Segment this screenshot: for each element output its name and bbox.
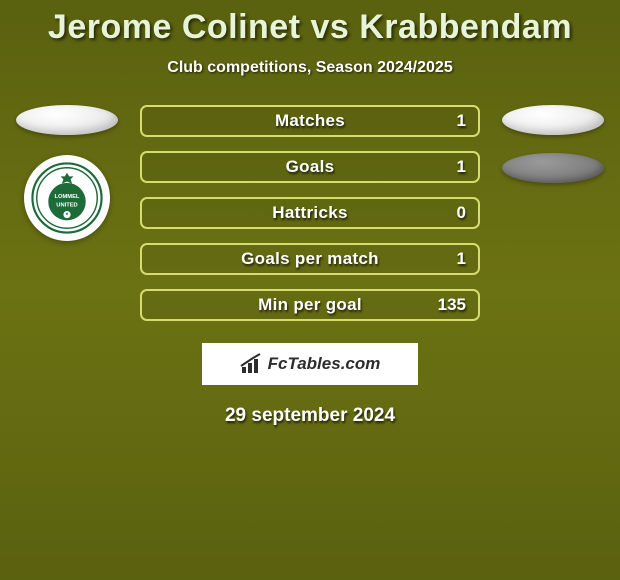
stats-bars: Matches 1 Goals 1 Hattricks 0 Goals per … [140,105,480,321]
stat-value: 1 [457,157,466,177]
stat-bar-goals: Goals 1 [140,151,480,183]
club-badge-left: LOMMEL UNITED [24,155,110,241]
logo-text: FcTables.com [268,354,381,374]
right-player-col [498,105,608,183]
stat-label: Goals per match [241,249,379,269]
subtitle: Club competitions, Season 2024/2025 [0,59,620,77]
main-row: LOMMEL UNITED Matches 1 Goals 1 Hattrick… [0,105,620,321]
player-oval-right-2 [502,153,604,183]
comparison-card: Jerome Colinet vs Krabbendam Club compet… [0,0,620,427]
player-oval-right-1 [502,105,604,135]
stat-label: Hattricks [272,203,347,223]
left-player-col: LOMMEL UNITED [12,105,122,241]
stat-label: Matches [275,111,345,131]
stat-value: 135 [438,295,466,315]
stat-value: 1 [457,111,466,131]
page-title: Jerome Colinet vs Krabbendam [0,8,620,47]
bar-chart-icon [240,353,264,375]
stat-value: 0 [457,203,466,223]
site-logo[interactable]: FcTables.com [202,343,418,385]
svg-text:LOMMEL: LOMMEL [55,194,80,200]
stat-label: Goals [286,157,335,177]
stat-bar-min-per-goal: Min per goal 135 [140,289,480,321]
stat-value: 1 [457,249,466,269]
snapshot-date: 29 september 2024 [0,405,620,427]
stat-bar-hattricks: Hattricks 0 [140,197,480,229]
stat-label: Min per goal [258,295,362,315]
stat-bar-goals-per-match: Goals per match 1 [140,243,480,275]
club-crest-icon: LOMMEL UNITED [31,162,103,234]
player-oval-left [16,105,118,135]
stat-bar-matches: Matches 1 [140,105,480,137]
svg-text:UNITED: UNITED [56,203,77,209]
